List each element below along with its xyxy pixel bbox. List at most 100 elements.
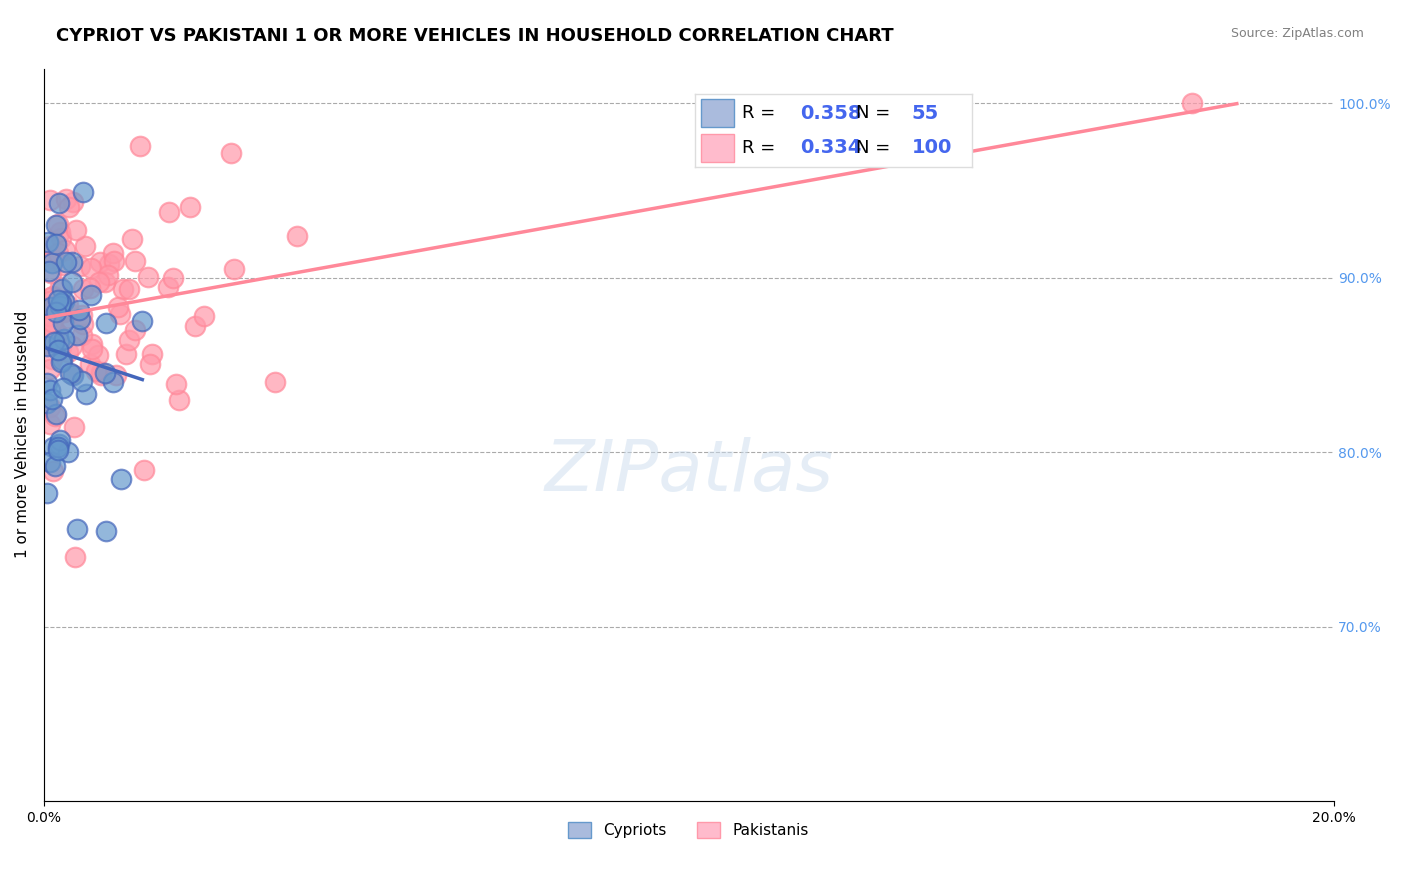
Point [49,355,72,369]
Point [46,343,69,357]
Point [39,299,62,313]
Point [219,145,242,160]
Point [162,271,184,285]
Point [52,332,75,346]
Point [103,254,125,268]
Point [75,387,97,401]
Point [70,328,93,343]
Point [67,302,90,317]
Point [56,311,79,326]
Point [165,377,187,392]
Point [60,339,83,353]
Point [39,239,62,253]
Point [179,200,201,214]
Point [44,325,66,339]
Point [118,334,141,348]
Point [48,196,70,211]
Point [139,358,162,372]
Point [101,375,124,389]
Point [156,280,179,294]
Text: CYPRIOT VS PAKISTANI 1 OR MORE VEHICLES IN HOUSEHOLD CORRELATION CHART: CYPRIOT VS PAKISTANI 1 OR MORE VEHICLES … [56,27,894,45]
Point [72,317,94,331]
Point [42,252,65,266]
Point [66,522,89,536]
Point [60,367,83,381]
Point [45,218,67,232]
Point [134,463,156,477]
Point [104,368,127,383]
Point [46,440,69,454]
Point [39,326,62,340]
Point [94,317,117,331]
Point [285,229,308,244]
Legend: Cypriots, Pakistanis: Cypriots, Pakistanis [562,816,815,845]
Point [39,309,62,323]
Point [52,316,75,330]
Point [72,281,94,295]
Y-axis label: 1 or more Vehicles in Household: 1 or more Vehicles in Household [15,311,30,558]
Point [69,312,91,326]
Point [39,254,62,268]
Point [63,549,86,564]
Point [37,339,59,353]
Point [42,334,65,349]
Point [59,367,82,381]
Point [41,290,63,304]
Point [73,238,96,252]
Point [46,217,69,231]
Point [141,347,163,361]
Point [48,434,70,448]
Point [136,270,159,285]
Point [89,255,111,269]
Point [51,302,73,317]
Point [108,307,131,321]
Point [45,305,67,319]
Point [79,357,101,371]
Point [167,393,190,408]
Point [193,310,215,324]
Point [42,463,65,477]
Point [39,455,62,469]
Point [70,374,93,388]
Point [124,323,146,337]
Point [66,328,89,343]
Point [53,293,76,308]
Point [56,303,79,318]
Point [52,258,75,272]
Point [37,396,59,410]
Point [49,340,72,354]
Point [44,458,66,473]
Point [94,276,117,290]
Text: Source: ZipAtlas.com: Source: ZipAtlas.com [1230,27,1364,40]
Point [56,444,79,458]
Point [39,400,62,414]
Point [82,337,104,351]
Point [52,305,75,319]
Point [90,368,112,382]
Point [111,282,134,296]
Point [51,282,73,296]
Point [37,235,59,249]
Point [38,263,60,277]
Point [41,440,63,454]
Point [55,254,77,268]
Point [53,243,76,257]
Point [51,352,73,367]
Point [84,364,107,378]
Point [124,253,146,268]
Point [101,245,124,260]
Point [80,288,103,302]
Point [55,192,77,206]
Point [42,288,65,302]
Point [39,318,62,332]
Point [44,409,66,424]
Point [41,351,63,366]
Point [44,323,66,337]
Point [48,437,70,451]
Point [58,200,80,214]
Point [46,293,69,307]
Point [90,365,112,379]
Point [94,524,117,539]
Point [110,472,132,486]
Point [39,193,62,207]
